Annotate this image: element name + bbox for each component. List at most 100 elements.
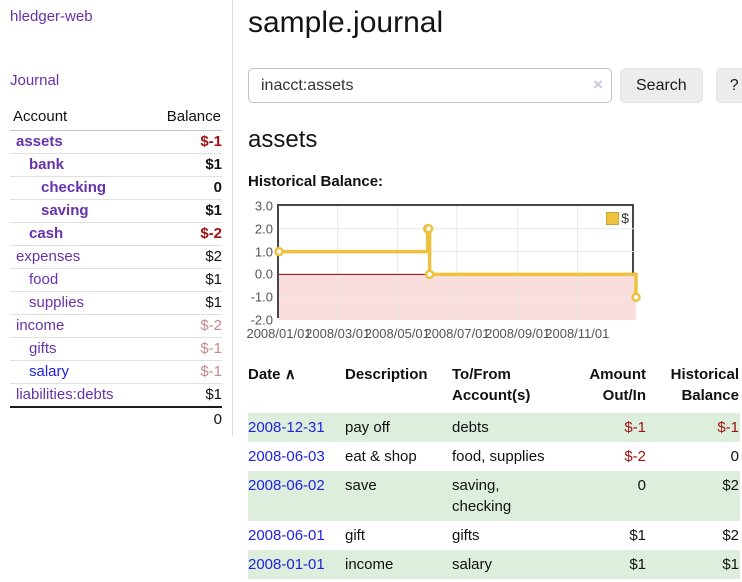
account-row-bank: bank $1 <box>10 153 222 177</box>
transaction-description: save <box>345 477 377 494</box>
transaction-amount: $1 <box>629 527 646 544</box>
transaction-date-link[interactable]: 2008-12-31 <box>248 419 325 436</box>
main-content: sample.journal × Search ? assets Histori… <box>233 0 742 579</box>
account-balance: $-2 <box>200 225 222 242</box>
register-header-description: Description <box>345 366 428 383</box>
y-axis-tick-label: -1.0 <box>250 289 273 305</box>
y-axis-tick-label: 2.0 <box>254 221 273 237</box>
account-row-expenses: expenses $2 <box>10 245 222 269</box>
historical-balance-chart: $ 3.0 2.0 1.0 0.0 -1.0 -2.0 2008/01/01 2008/03/… <box>246 198 742 348</box>
transaction-balance: $2 <box>722 477 739 494</box>
transaction-amount: $1 <box>629 556 646 573</box>
transaction-balance: $1 <box>722 556 739 573</box>
account-heading: assets <box>248 126 318 153</box>
search-form: × Search ? <box>248 68 742 103</box>
account-row-saving: saving $1 <box>10 199 222 223</box>
sidebar: hledger-web Journal Account Balance asse… <box>0 0 233 436</box>
y-axis-tick-label: 3.0 <box>254 198 273 214</box>
transaction-description: gift <box>345 527 366 544</box>
x-axis-tick-label: 2008/01/01 <box>246 326 312 341</box>
search-input[interactable] <box>248 68 612 103</box>
accounts-table: Account Balance assets $-1 bank $1 check… <box>10 106 222 431</box>
accounts-header-balance: Balance <box>145 106 222 131</box>
transaction-date-link[interactable]: 2008-06-01 <box>248 527 325 544</box>
account-link-salary[interactable]: salary <box>29 363 70 380</box>
transaction-description: eat & shop <box>345 448 417 465</box>
transaction-balance: $-1 <box>717 419 739 436</box>
account-link-food[interactable]: food <box>29 271 59 288</box>
transaction-balance: $2 <box>722 527 739 544</box>
account-link-bank[interactable]: bank <box>29 156 65 173</box>
account-row-supplies: supplies $1 <box>10 291 222 315</box>
account-link-checking[interactable]: checking <box>41 179 107 196</box>
account-row-cash: cash $-2 <box>10 222 222 246</box>
transaction-date-link[interactable]: 2008-06-02 <box>248 477 325 494</box>
app-brand-link[interactable]: hledger-web <box>10 8 93 25</box>
transaction-description: income <box>345 556 394 573</box>
transaction-row: 2008-06-01 gift gifts $1 $2 <box>248 521 740 550</box>
transaction-accounts: gifts <box>452 527 480 544</box>
sidebar-item-journal[interactable]: Journal <box>10 72 60 89</box>
account-link-saving[interactable]: saving <box>41 202 89 219</box>
transaction-amount: $-2 <box>624 448 646 465</box>
register-header-amount: Amount Out/In <box>589 366 646 404</box>
account-row-salary: salary $-1 <box>10 360 222 384</box>
account-link-liabilities-debts[interactable]: liabilities:debts <box>16 386 114 403</box>
clear-search-icon[interactable]: × <box>593 75 603 94</box>
account-link-expenses[interactable]: expenses <box>16 248 81 265</box>
transaction-date-link[interactable]: 2008-06-03 <box>248 448 325 465</box>
account-balance: $1 <box>205 271 222 288</box>
x-axis-tick-label: 2008/07/01 <box>424 326 490 341</box>
account-balance: $-1 <box>200 133 222 150</box>
y-axis-tick-label: -2.0 <box>250 312 273 328</box>
accounts-header-account: Account <box>10 106 146 131</box>
transaction-accounts: saving, checking <box>452 477 512 515</box>
chart-plot-area: $ <box>274 204 641 320</box>
transaction-amount: 0 <box>637 477 646 494</box>
account-balance: $-1 <box>200 363 222 380</box>
account-link-assets[interactable]: assets <box>16 133 63 150</box>
x-axis-tick-label: 2008/05/01 <box>364 326 430 341</box>
account-link-income[interactable]: income <box>16 317 65 334</box>
y-axis-tick-label: 0.0 <box>254 266 273 282</box>
transaction-row: 2008-12-31 pay off debts $-1 $-1 <box>248 413 740 442</box>
register-header-accounts: To/From Account(s) <box>452 366 531 404</box>
chart-legend: $ <box>606 210 629 226</box>
register-table: Date ∧ Description To/From Account(s) Am… <box>248 364 740 579</box>
account-row-gifts: gifts $-1 <box>10 337 222 361</box>
x-axis-tick-label: 2008/03/01 <box>305 326 371 341</box>
legend-swatch-icon <box>606 211 620 225</box>
register-header-date[interactable]: Date ∧ <box>248 366 296 383</box>
transaction-accounts: food, supplies <box>452 448 545 465</box>
account-balance: $1 <box>205 386 222 403</box>
account-row-checking: checking 0 <box>10 176 222 200</box>
search-button[interactable]: Search <box>620 68 703 103</box>
transaction-row: 2008-01-01 income salary $1 $1 <box>248 550 740 579</box>
help-button[interactable]: ? <box>715 68 742 103</box>
account-balance: 0 <box>213 179 222 196</box>
account-link-supplies[interactable]: supplies <box>29 294 85 311</box>
account-balance: $-2 <box>200 317 222 334</box>
account-balance: $2 <box>205 248 222 265</box>
register-header-row: Date ∧ Description To/From Account(s) Am… <box>248 364 740 413</box>
accounts-total-row: 0 <box>10 407 222 431</box>
account-link-cash[interactable]: cash <box>29 225 64 242</box>
legend-label: $ <box>621 210 629 226</box>
register-header-balance: Historical Balance <box>670 366 739 404</box>
chart-title: Historical Balance: <box>248 173 384 190</box>
page-title: sample.journal <box>248 6 444 39</box>
x-axis-tick-label: 2008/09/01 <box>485 326 551 341</box>
transaction-row: 2008-06-02 save saving, checking 0 $2 <box>248 471 740 521</box>
transaction-accounts: debts <box>452 419 489 436</box>
transaction-description: pay off <box>345 419 390 436</box>
transaction-date-link[interactable]: 2008-01-01 <box>248 556 325 573</box>
transaction-accounts: salary <box>452 556 493 573</box>
x-axis-tick-label: 2008/11/01 <box>545 326 610 341</box>
account-link-gifts[interactable]: gifts <box>29 340 57 357</box>
sort-asc-icon: ∧ <box>284 366 296 383</box>
transaction-row: 2008-06-03 eat & shop food, supplies $-2… <box>248 442 740 471</box>
account-balance: $-1 <box>200 340 222 357</box>
account-row-food: food $1 <box>10 268 222 292</box>
accounts-total-value: 0 <box>213 411 222 428</box>
account-row-income: income $-2 <box>10 314 222 338</box>
